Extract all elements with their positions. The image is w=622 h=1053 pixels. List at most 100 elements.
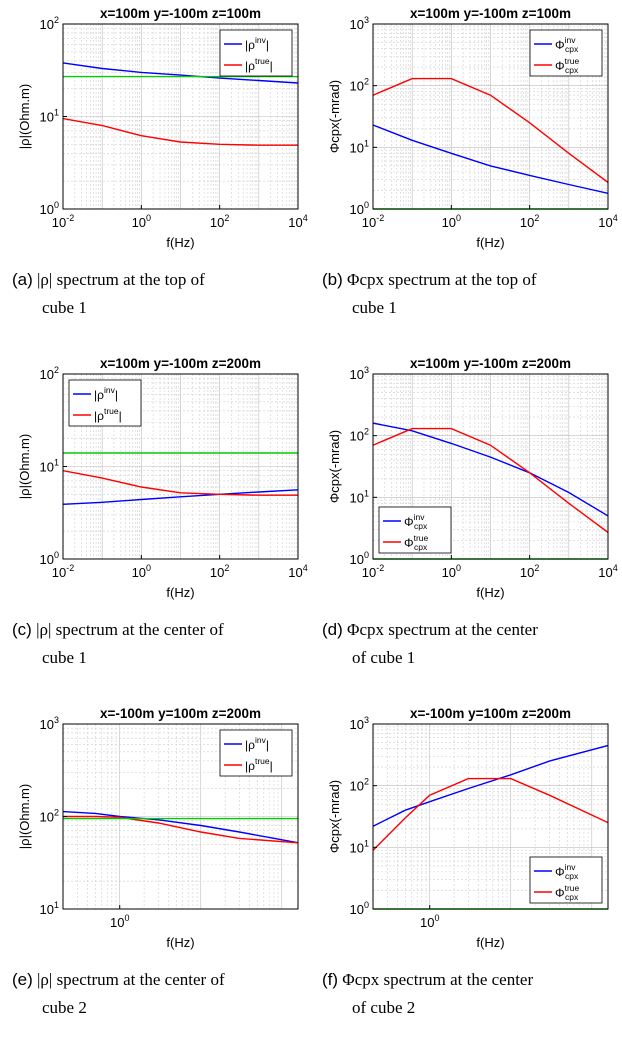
y-axis-label: Φcpx(-mrad): [327, 80, 342, 153]
x-tick-exponent: 4: [613, 563, 618, 573]
caption-line-2: of cube 2: [352, 998, 416, 1017]
y-tick-exponent: 3: [54, 715, 59, 725]
chart-title: x=100m y=-100m z=100m: [410, 6, 571, 21]
series-line-true: [63, 815, 298, 844]
x-tick-exponent: -2: [376, 563, 384, 573]
x-tick-label: 100: [132, 563, 151, 580]
legend-sup: inv: [255, 735, 267, 745]
legend-bar: |: [266, 738, 269, 752]
y-tick-label: 103: [350, 365, 369, 382]
y-tick-label: 102: [40, 15, 59, 32]
y-tick-exponent: 3: [364, 365, 369, 375]
y-tick-exponent: 0: [364, 200, 369, 210]
grid: [62, 373, 299, 560]
x-tick-label: 10-2: [52, 213, 74, 230]
chart-panel: 100 101 102 103 x=-100m y=100m z=200m f(Hz) |ρ…: [8, 702, 308, 1042]
y-tick-label: 101: [40, 458, 59, 475]
y-tick-exponent: 1: [364, 838, 369, 848]
x-axis-label: f(Hz): [166, 935, 194, 950]
x-tick-label: 100: [132, 213, 151, 230]
chart-panel: 100 100 101 102 103 x=-100m y=100m z=200m f(Hz…: [318, 702, 618, 1042]
series-line-true: [373, 777, 608, 851]
x-tick-label: 100: [442, 213, 461, 230]
x-tick-exponent: 4: [303, 563, 308, 573]
x-tick-label: 100: [420, 913, 439, 930]
legend-sup: inv: [565, 862, 577, 872]
panel-caption: (c) |ρ| spectrum at the center of cube 1: [12, 616, 304, 672]
x-axis-label: f(Hz): [476, 585, 504, 600]
panel-caption: (a) |ρ| spectrum at the top of cube 1: [12, 266, 304, 322]
x-axis-label: f(Hz): [476, 935, 504, 950]
axes-box: [372, 23, 609, 210]
panel-caption: (b) Φcpx spectrum at the top of cube 1: [322, 266, 614, 322]
series-line-true: [63, 470, 298, 496]
y-axis-label: |ρ|(Ohm.m): [17, 434, 32, 499]
y-tick-label: 102: [40, 808, 59, 825]
x-tick-label: 102: [520, 213, 539, 230]
x-tick-exponent: 0: [456, 563, 461, 573]
chart-title: x=100m y=-100m z=200m: [410, 356, 571, 371]
y-tick-label: 101: [40, 108, 59, 125]
legend: |ρinv||ρtrue|: [68, 379, 142, 427]
caption-line-1: |ρ| spectrum at the center of: [36, 620, 224, 639]
y-tick-exponent: 2: [54, 808, 59, 818]
y-tick-exponent: 1: [54, 458, 59, 468]
x-tick-label: 102: [210, 563, 229, 580]
y-tick-exponent: 0: [364, 900, 369, 910]
y-tick-label: 101: [350, 488, 369, 505]
caption-label: (a): [12, 270, 33, 289]
x-tick-label: 104: [598, 563, 617, 580]
x-tick-exponent: 0: [434, 913, 439, 923]
chart-title: x=-100m y=100m z=200m: [100, 706, 261, 721]
x-tick-exponent: -2: [376, 213, 384, 223]
legend-sup: true: [104, 406, 119, 416]
legend-box: [219, 29, 293, 77]
caption-line-2: cube 1: [352, 298, 397, 317]
x-tick-exponent: 2: [534, 213, 539, 223]
x-tick-label: 104: [598, 213, 617, 230]
y-axis-label: Φcpx(-mrad): [327, 780, 342, 853]
legend-sub: cpx: [565, 871, 579, 881]
grid: [62, 723, 298, 910]
chart-panel: 10-2 100 102 104 100 101 102 x=100m y=-100m z=2…: [8, 352, 308, 692]
series-line-inv: [373, 124, 608, 194]
legend-bar: |: [266, 38, 269, 52]
caption-line-1: |ρ| spectrum at the top of: [37, 270, 205, 289]
y-tick-exponent: 1: [54, 900, 59, 910]
legend-sup: true: [565, 883, 580, 893]
legend-sub: cpx: [565, 44, 579, 54]
caption-line-2: cube 1: [42, 298, 87, 317]
x-tick-label: 104: [288, 563, 307, 580]
x-tick-exponent: 0: [146, 213, 151, 223]
caption-label: (d): [322, 620, 343, 639]
legend-box: [529, 29, 603, 77]
y-tick-label: 102: [40, 365, 59, 382]
legend-sup: inv: [414, 512, 426, 522]
y-tick-exponent: 3: [364, 715, 369, 725]
legend-sup: true: [255, 56, 270, 66]
x-tick-exponent: 4: [303, 213, 308, 223]
x-axis-label: f(Hz): [166, 235, 194, 250]
legend-sub: cpx: [414, 521, 428, 531]
panel-caption: (d) Φcpx spectrum at the center of cube 1: [322, 616, 614, 672]
chart-title: x=100m y=-100m z=200m: [100, 356, 261, 371]
legend: |ρinv||ρtrue|: [219, 29, 293, 77]
y-tick-exponent: 1: [364, 488, 369, 498]
x-tick-label: 10-2: [362, 213, 384, 230]
series-line-true: [373, 427, 608, 533]
x-tick-label: 102: [210, 213, 229, 230]
y-tick-label: 103: [40, 715, 59, 732]
series-line-true: [63, 117, 298, 146]
x-tick-exponent: 0: [146, 563, 151, 573]
y-tick-label: 101: [350, 138, 369, 155]
y-tick-exponent: 3: [364, 15, 369, 25]
caption-line-2: cube 1: [42, 648, 87, 667]
y-tick-label: 102: [350, 427, 369, 444]
y-axis-label: Φcpx(-mrad): [327, 430, 342, 503]
x-tick-exponent: 2: [224, 213, 229, 223]
